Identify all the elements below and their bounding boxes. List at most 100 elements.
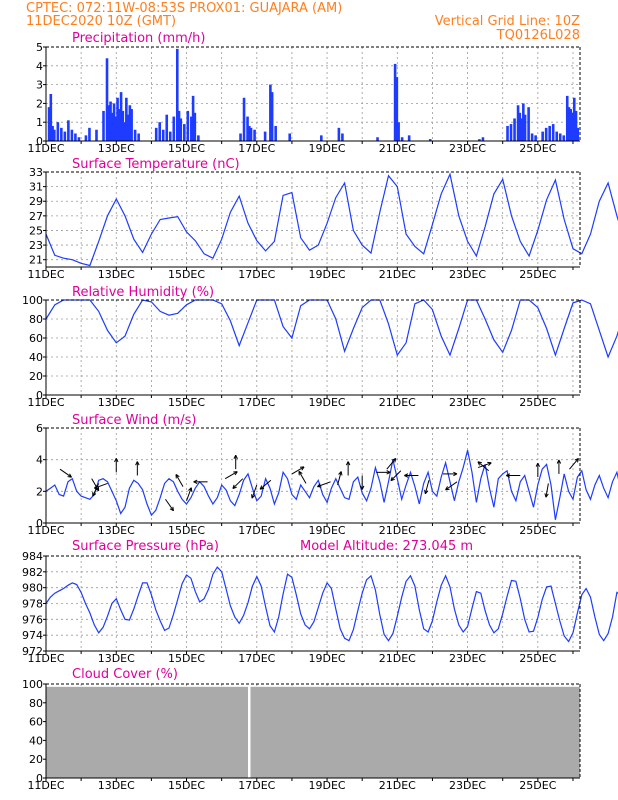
precip-bar [183, 124, 186, 141]
wind-arrow-head [233, 454, 237, 459]
wind-arrow-head [338, 471, 342, 475]
wind-arrow [317, 481, 331, 488]
precip-bar [263, 131, 267, 141]
pressure-xtick-label: 15DEC [168, 652, 205, 665]
precip-bar [186, 110, 190, 141]
pressure-title: Surface Pressure (hPa) [72, 539, 219, 554]
precip-bar [395, 77, 399, 141]
precip-ytick-label: 4 [36, 60, 43, 73]
precip-bar [407, 135, 411, 141]
precip-bar [121, 110, 125, 141]
wind-arrow [233, 454, 238, 470]
wind-arrow-head [576, 458, 579, 463]
wind-arrow-shaft [92, 483, 100, 497]
precip-bar [565, 95, 569, 141]
wind-arrow-head [251, 495, 256, 499]
model-altitude-label: Model Altitude: 273.045 m [300, 539, 473, 554]
wind-xtick-label: 25DEC [519, 524, 556, 537]
wind-panel: 0 2 4 6 11DEC 13DEC 15DEC 17DEC 19DEC 21DEC 23DEC 2… [27, 422, 618, 537]
wind-arrow-head [558, 459, 562, 464]
precip-bar [175, 48, 179, 141]
pressure-ytick-label: 978 [22, 598, 43, 611]
precip-xtick-label: 17DEC [238, 142, 275, 155]
temp-ytick-label: 31 [29, 181, 43, 194]
precip-ytick-label: 3 [36, 79, 43, 92]
wind-arrow [404, 473, 419, 478]
wind-ytick-label: 6 [36, 422, 43, 435]
wind-arrow [569, 457, 579, 470]
precip-bar [341, 133, 344, 141]
rh-ytick-label: 80 [29, 313, 43, 326]
cloud-xtick-label: 23DEC [449, 779, 486, 792]
precip-bar [393, 63, 397, 141]
precip-bar [125, 97, 128, 141]
temp-xtick-label: 15DEC [168, 268, 205, 281]
precip-bar [253, 129, 256, 141]
precip-bar [544, 127, 548, 141]
pressure-xtick-label: 23DEC [449, 652, 486, 665]
precip-bar [569, 109, 573, 141]
precip-bar [562, 135, 566, 141]
precip-ytick-label: 5 [36, 41, 43, 54]
precip-bar [274, 125, 277, 141]
precip-bar [133, 129, 137, 141]
wind-arrow-shaft [59, 468, 72, 478]
wind-arrow [424, 480, 430, 495]
wind-arrow-shaft [445, 481, 458, 491]
wind-xtick-label: 21DEC [379, 524, 416, 537]
wind-arrow-head [404, 475, 409, 478]
wind-arrow-shaft [386, 458, 397, 470]
wind-arrow [337, 471, 343, 486]
precip-bar [246, 116, 249, 141]
wind-arrow-head [188, 487, 192, 491]
wind-arrow [135, 461, 140, 476]
precip-bar [60, 127, 63, 141]
wind-arrow [224, 471, 238, 480]
precip-bar [137, 133, 140, 141]
wind-arrow [477, 461, 489, 472]
precip-bar [118, 109, 121, 141]
precip-xtick-label: 21DEC [379, 142, 416, 155]
precip-bar [551, 124, 555, 141]
wind-xtick-label: 15DEC [168, 524, 205, 537]
wind-arrow-shaft [232, 478, 244, 489]
rh-ytick-label: 0 [36, 389, 43, 402]
wind-arrow-head [445, 488, 450, 491]
precip-ytick-label: 1 [36, 116, 43, 129]
wind-arrow-head [69, 473, 72, 478]
wind-arrow-shaft [569, 458, 579, 470]
precip-bar [249, 127, 253, 141]
wind-arrow-head [340, 471, 343, 476]
wind-arrow-head [317, 483, 321, 487]
wind-arrow-head [506, 475, 511, 478]
precip-bar [116, 97, 119, 141]
wind-arrow-head [477, 461, 482, 464]
wind-arrow-head [172, 506, 174, 511]
precip-xtick-label: 23DEC [449, 142, 486, 155]
pressure-ytick-label: 972 [22, 645, 43, 658]
pressure-xtick-label: 17DEC [238, 652, 275, 665]
temp-ytick-label: 27 [29, 210, 43, 223]
precip-bar [77, 137, 81, 141]
temp-xtick-label: 23DEC [449, 268, 486, 281]
wind-arrow [506, 473, 521, 478]
temp-xtick-label: 19DEC [308, 268, 345, 281]
precip-bar [534, 135, 537, 141]
precip-bar [114, 116, 118, 141]
wind-arrow-head [359, 485, 363, 490]
rh-xtick-label: 21DEC [379, 396, 416, 409]
precip-bar [548, 125, 551, 141]
pressure-ytick-label: 976 [22, 613, 43, 626]
rh-xtick-label: 13DEC [98, 396, 135, 409]
precip-bar [88, 127, 91, 141]
wind-arrow [544, 483, 549, 498]
cloud-xtick-label: 17DEC [238, 779, 275, 792]
precip-bar [518, 112, 522, 141]
wind-arrow-head [193, 479, 198, 483]
precip-bar [47, 107, 51, 141]
precip-bar [190, 116, 193, 141]
cloud-ytick-label: 80 [29, 697, 43, 710]
precip-bar [400, 137, 404, 141]
precip-bar [242, 97, 246, 141]
pressure-series-line [45, 566, 618, 643]
